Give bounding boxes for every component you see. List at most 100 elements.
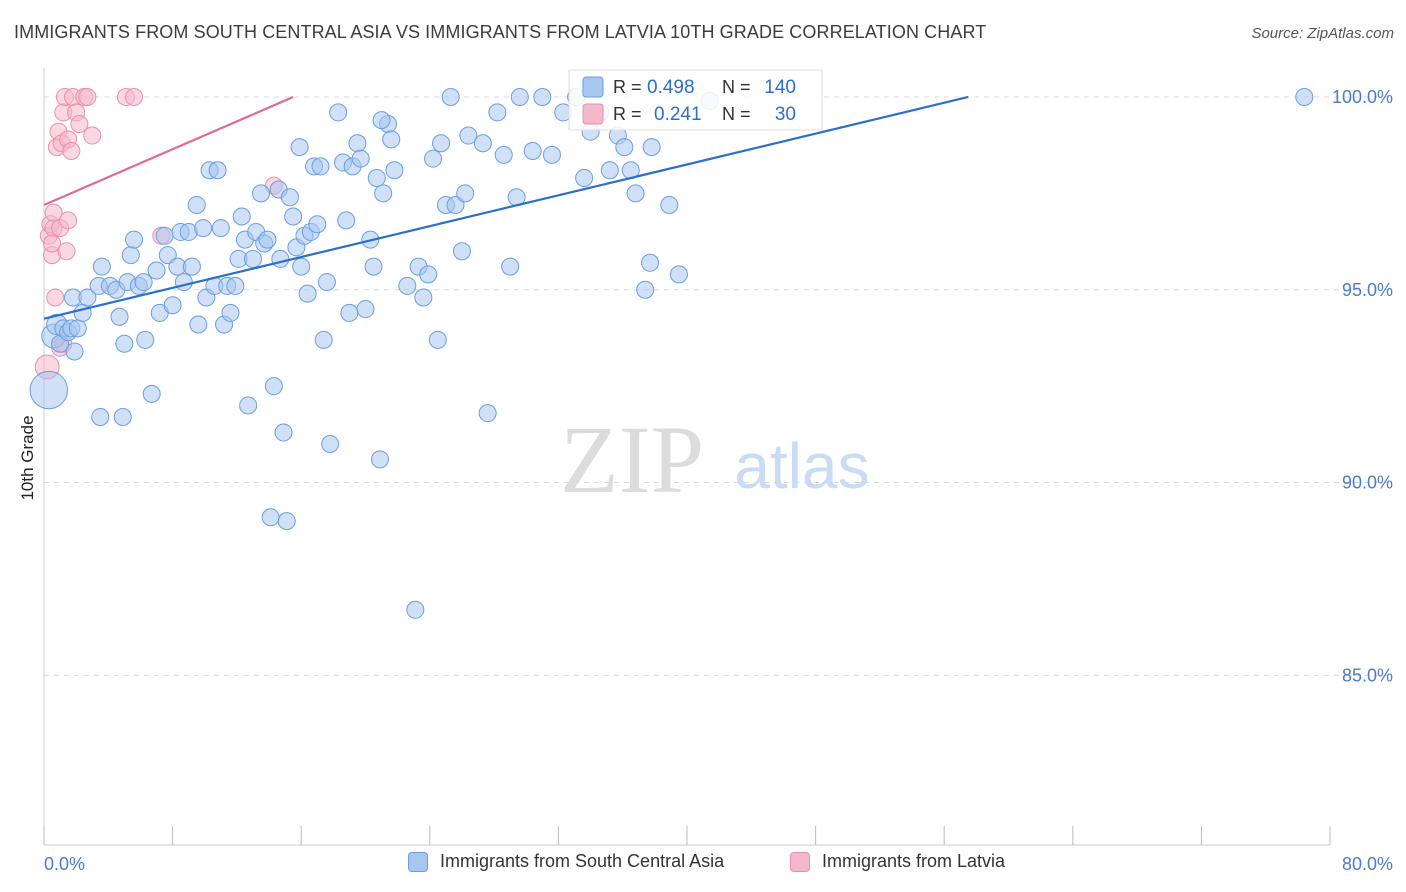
point-south-central-asia [473, 134, 492, 153]
point-south-central-asia [136, 330, 155, 349]
point-south-central-asia [374, 184, 393, 203]
point-south-central-asia [308, 215, 327, 234]
point-south-central-asia [398, 276, 417, 295]
legend-item-latvia[interactable]: Immigrants from Latvia [790, 851, 1005, 872]
point-south-central-asia [158, 246, 177, 265]
point-south-central-asia [92, 257, 111, 276]
point-south-central-asia [121, 246, 140, 265]
point-latvia [62, 141, 81, 160]
point-south-central-asia [134, 273, 153, 292]
point-south-central-asia [533, 87, 552, 106]
point-south-central-asia [428, 330, 447, 349]
legend-swatch-pink [790, 851, 810, 872]
point-south-central-asia [68, 319, 87, 338]
point-south-central-asia [280, 188, 299, 207]
point-south-central-asia [174, 273, 193, 292]
point-south-central-asia [155, 226, 174, 245]
point-south-central-asia [441, 87, 460, 106]
point-latvia [125, 87, 144, 106]
y-tick-label: 95.0% [1342, 280, 1393, 300]
y-tick-label: 85.0% [1342, 665, 1393, 685]
point-south-central-asia [452, 242, 471, 261]
legend-label-latvia: Immigrants from Latvia [822, 851, 1006, 871]
point-latvia [59, 211, 78, 230]
gridlines [44, 96, 1393, 676]
x-tick-label-min: 0.0% [44, 854, 85, 874]
legend-top-r-label-pink: R = [613, 104, 642, 124]
point-south-central-asia [182, 257, 201, 276]
point-south-central-asia [370, 450, 389, 469]
point-south-central-asia [626, 184, 645, 203]
point-south-central-asia [317, 273, 336, 292]
point-south-central-asia [459, 126, 478, 145]
point-south-central-asia [356, 300, 375, 319]
point-south-central-asia [329, 103, 348, 122]
point-south-central-asia [187, 195, 206, 214]
legend-top-box [568, 69, 823, 131]
trend-lines [43, 95, 969, 320]
point-south-central-asia [115, 334, 134, 353]
point-south-central-asia [351, 149, 370, 168]
legend-bottom: Immigrants from South Central Asia Immig… [0, 851, 1406, 879]
point-south-central-asia [277, 512, 296, 531]
point-south-central-asia [163, 296, 182, 315]
point-south-central-asia [641, 253, 660, 272]
point-south-central-asia [510, 87, 529, 106]
point-south-central-asia [1295, 87, 1314, 106]
point-south-central-asia [271, 249, 290, 268]
point-south-central-asia [221, 303, 240, 322]
legend-item-south-central-asia[interactable]: Immigrants from South Central Asia [408, 851, 724, 872]
x-tick-label-max: 80.0% [1342, 854, 1393, 874]
y-axis-label: 10th Grade [18, 415, 37, 501]
point-south-central-asia [311, 157, 330, 176]
chart-source: Source: ZipAtlas.com [1251, 25, 1394, 42]
point-latvia [44, 203, 63, 222]
y-tick-label: 90.0% [1342, 473, 1393, 493]
point-south-central-asia [419, 265, 438, 284]
point-south-central-asia [147, 261, 166, 280]
point-latvia [57, 242, 76, 261]
legend-top-n-label-pink: N = [722, 104, 751, 124]
watermark: ZIP atlas [560, 406, 870, 513]
legend-top-r-value-pink: 0.241 [654, 104, 702, 125]
point-south-central-asia [321, 435, 340, 454]
point-south-central-asia [142, 384, 161, 403]
point-south-central-asia [385, 161, 404, 180]
point-south-central-asia [243, 249, 262, 268]
x-tick-labels: 0.0% 80.0% [44, 854, 1393, 874]
point-south-central-asia [194, 219, 213, 238]
point-south-central-asia [29, 370, 69, 410]
point-south-central-asia [290, 138, 309, 157]
legend-top-swatch-blue [582, 76, 604, 98]
legend-top: R = 0.498 N = 140 R = 0.241 N = 30 [568, 69, 823, 131]
trendline-latvia [43, 95, 294, 206]
point-south-central-asia [501, 257, 520, 276]
point-south-central-asia [239, 396, 258, 415]
legend-top-swatch-pink [582, 103, 604, 125]
point-south-central-asia [446, 195, 465, 214]
point-south-central-asia [314, 330, 333, 349]
point-south-central-asia [189, 315, 208, 334]
point-south-central-asia [364, 257, 383, 276]
legend-label-south-central-asia: Immigrants from South Central Asia [440, 851, 725, 871]
watermark-zip: ZIP [560, 406, 704, 513]
chart-title: IMMIGRANTS FROM SOUTH CENTRAL ASIA VS IM… [14, 22, 987, 42]
point-south-central-asia [523, 141, 542, 160]
point-south-central-asia [208, 161, 227, 180]
point-south-central-asia [642, 138, 661, 157]
point-south-central-asia [478, 404, 497, 423]
legend-top-r-value-blue: 0.498 [647, 77, 695, 98]
point-south-central-asia [542, 145, 561, 164]
point-south-central-asia [125, 230, 144, 249]
point-latvia [46, 288, 65, 307]
point-south-central-asia [261, 508, 280, 527]
point-south-central-asia [258, 230, 277, 249]
point-south-central-asia [113, 408, 132, 427]
point-south-central-asia [264, 377, 283, 396]
point-south-central-asia [65, 342, 84, 361]
legend-top-n-label-blue: N = [722, 77, 751, 97]
legend-top-r-label-blue: R = [613, 77, 642, 97]
point-south-central-asia [414, 288, 433, 307]
point-south-central-asia [600, 161, 619, 180]
